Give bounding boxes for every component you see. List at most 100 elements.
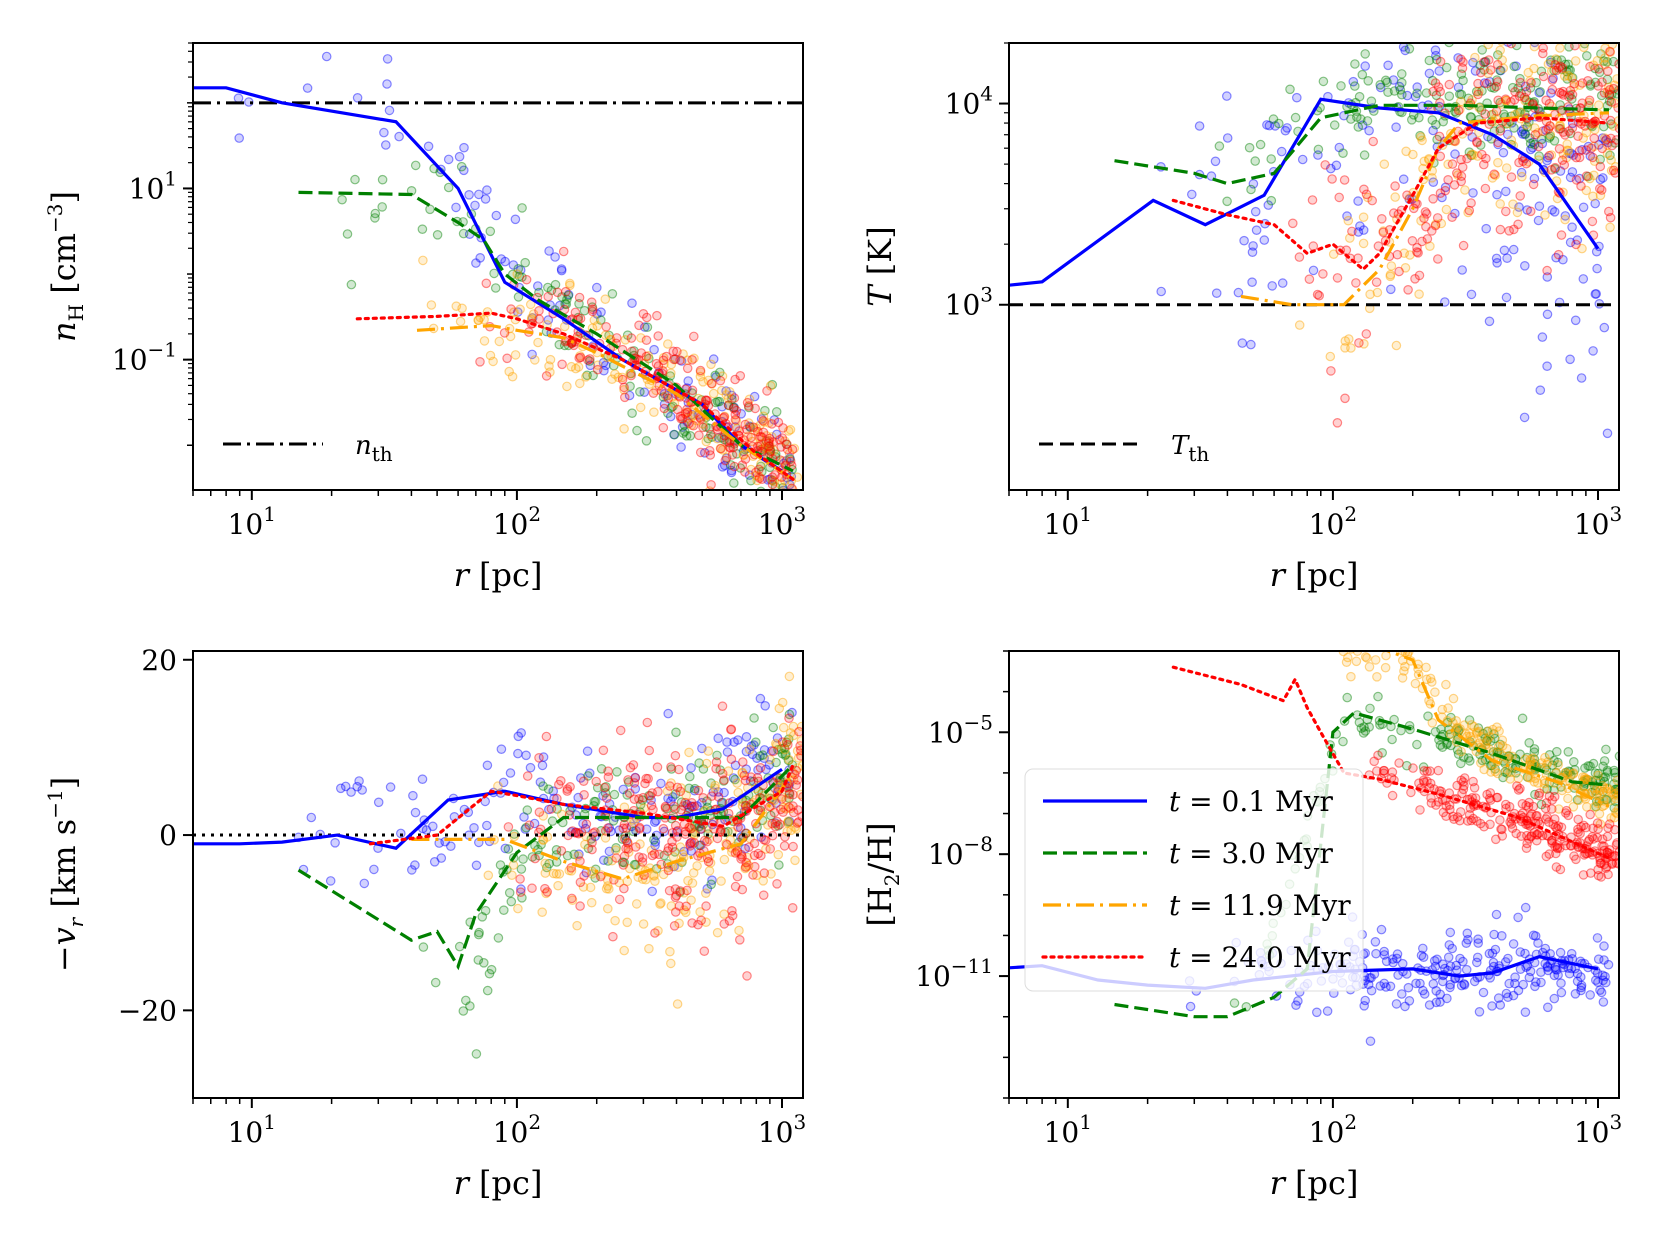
- data-point: [471, 258, 481, 268]
- data-point: [737, 768, 748, 778]
- data-point: [779, 743, 790, 753]
- data-point: [737, 852, 747, 862]
- data-point: [1504, 751, 1515, 761]
- data-point: [1368, 136, 1378, 147]
- data-point: [534, 305, 544, 316]
- data-point: [699, 946, 710, 956]
- data-point: [1520, 129, 1530, 140]
- data-point: [771, 757, 781, 768]
- data-point: [1547, 66, 1557, 76]
- data-point: [1590, 289, 1601, 299]
- data-point: [1606, 786, 1616, 797]
- data-point: [1563, 793, 1573, 804]
- data-point: [548, 868, 559, 879]
- data-point: [759, 745, 770, 755]
- data-point: [1516, 126, 1527, 137]
- data-point: [1344, 334, 1354, 344]
- data-point: [1482, 78, 1492, 89]
- data-point: [620, 834, 630, 844]
- data-point: [562, 381, 572, 392]
- data-point: [1567, 123, 1578, 133]
- data-point: [659, 359, 669, 369]
- data-point: [745, 776, 756, 786]
- data-point: [1473, 89, 1483, 100]
- data-point: [742, 852, 753, 863]
- data-point: [1593, 870, 1604, 881]
- data-point: [1383, 60, 1393, 71]
- data-point: [1517, 808, 1528, 818]
- data-point: [691, 415, 702, 426]
- data-point: [769, 415, 780, 425]
- data-point: [686, 823, 696, 834]
- data-point: [1588, 758, 1599, 769]
- data-point: [1237, 338, 1248, 348]
- data-point: [525, 762, 536, 773]
- data-point: [1482, 14, 1490, 22]
- data-point: [1297, 154, 1308, 165]
- data-point: [1555, 121, 1565, 132]
- data-point: [1574, 152, 1585, 163]
- data-point: [1364, 631, 1372, 639]
- data-point: [1552, 823, 1562, 834]
- data-point: [740, 775, 751, 786]
- data-point: [1474, 738, 1484, 748]
- data-point: [1560, 71, 1570, 81]
- data-point: [570, 363, 581, 374]
- data-point: [1443, 159, 1453, 170]
- data-point: [1598, 997, 1609, 1007]
- data-point: [1513, 773, 1524, 784]
- data-point: [1352, 112, 1362, 122]
- data-point: [662, 803, 672, 814]
- data-point: [619, 851, 630, 861]
- data-point: [504, 887, 515, 898]
- data-point: [785, 454, 795, 465]
- data-point: [1358, 212, 1369, 222]
- data-point: [676, 413, 686, 424]
- data-point: [643, 350, 653, 361]
- data-point: [1493, 95, 1503, 106]
- data-point: [1337, 633, 1345, 641]
- data-point: [732, 871, 743, 882]
- x-minor-ticks-T: [1008, 490, 1587, 496]
- data-point: [677, 849, 688, 860]
- data-point: [1590, 77, 1601, 88]
- data-point: [1445, 927, 1456, 938]
- data-point: [1277, 278, 1288, 288]
- data-point: [1336, 81, 1346, 91]
- data-point: [513, 263, 524, 274]
- data-point: [694, 840, 705, 851]
- data-point: [765, 810, 776, 821]
- data-point: [740, 419, 750, 430]
- data-point: [724, 442, 735, 452]
- data-point: [1502, 743, 1512, 754]
- data-point: [775, 804, 786, 815]
- data-point: [1519, 412, 1530, 423]
- data-point: [1377, 747, 1387, 758]
- data-point: [1381, 982, 1391, 992]
- data-point: [725, 835, 736, 845]
- data-point: [1415, 130, 1425, 141]
- data-point: [1419, 156, 1430, 167]
- data-point: [658, 352, 669, 363]
- data-point: [756, 414, 767, 424]
- data-point: [1472, 151, 1483, 161]
- data-point: [707, 432, 717, 442]
- data-point: [1543, 124, 1554, 134]
- data-point: [542, 887, 552, 897]
- data-point: [791, 765, 802, 776]
- data-point: [1359, 722, 1369, 732]
- data-point: [752, 753, 762, 763]
- data-point: [1455, 807, 1466, 817]
- data-point: [1392, 953, 1402, 964]
- data-point: [1588, 834, 1599, 844]
- data-point: [686, 420, 697, 430]
- data-point: [485, 350, 496, 361]
- data-point: [1457, 162, 1468, 172]
- data-point: [719, 412, 729, 422]
- data-point: [535, 777, 546, 787]
- data-point: [648, 388, 659, 398]
- scatter-T-series-1: [1214, 43, 1619, 207]
- data-point: [773, 744, 783, 755]
- data-point: [1573, 827, 1583, 837]
- data-point: [714, 367, 725, 378]
